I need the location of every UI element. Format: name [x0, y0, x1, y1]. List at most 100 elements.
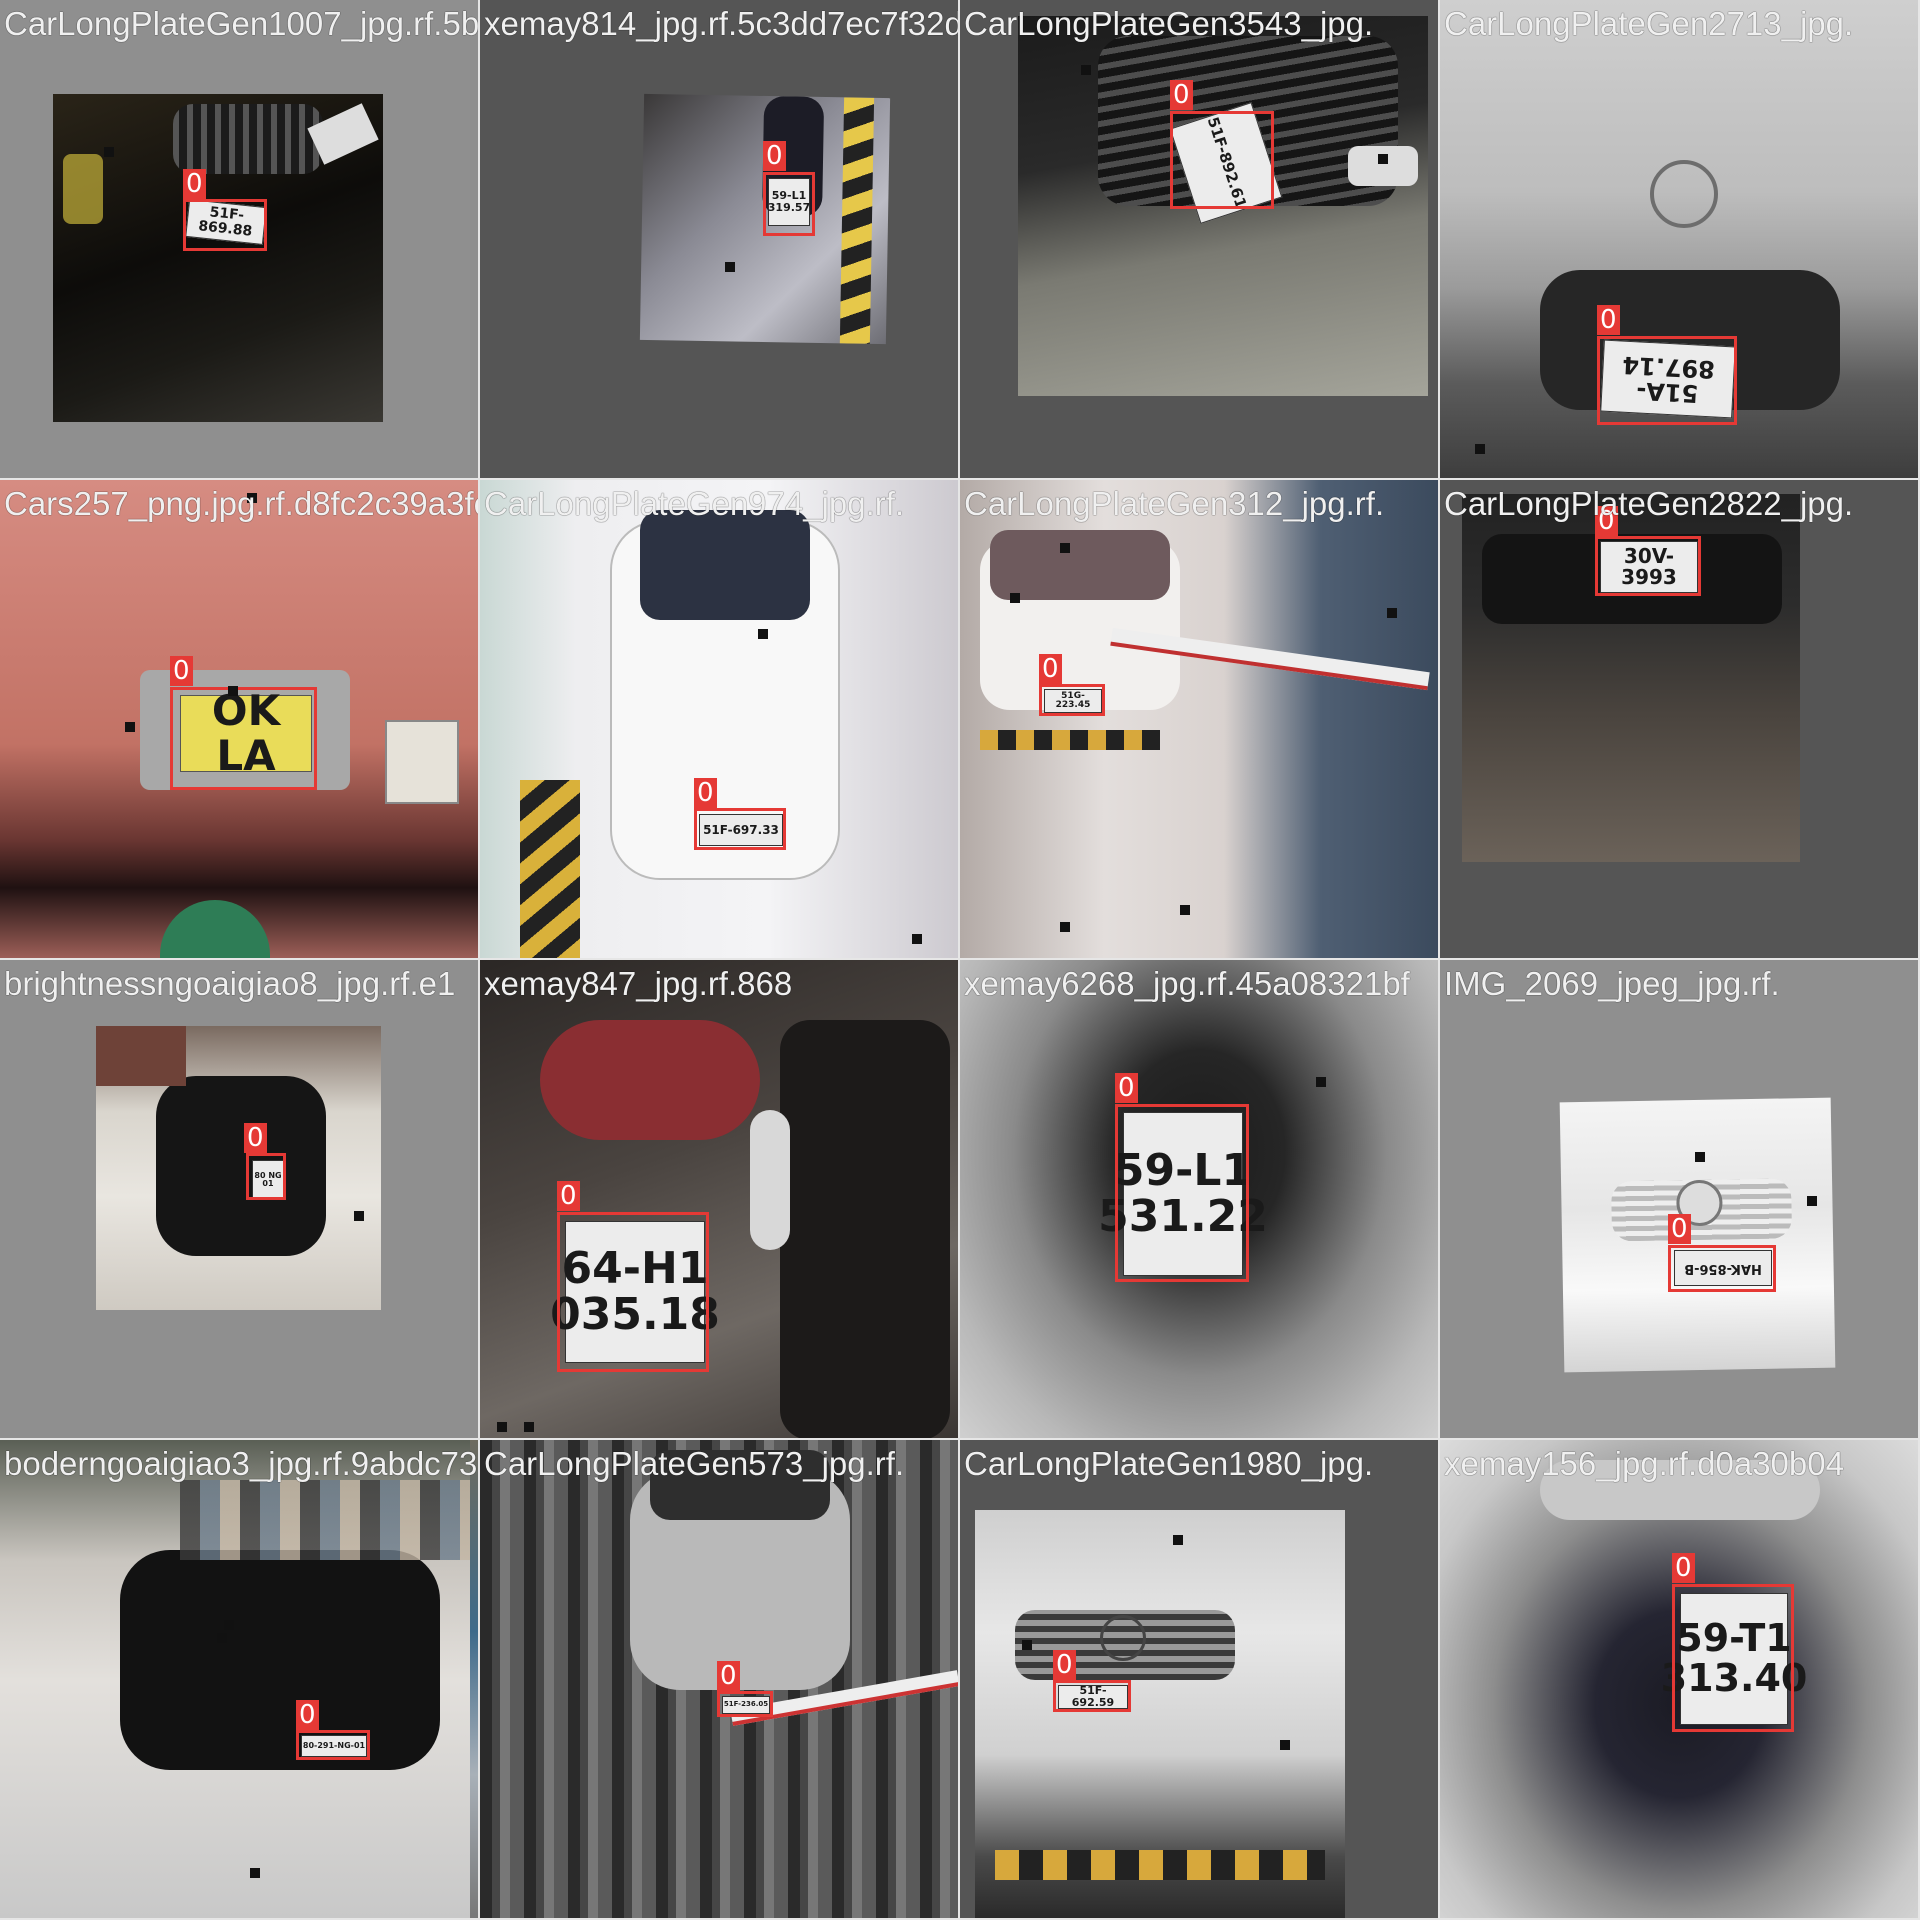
image-filename-caption: boderngoaigiao3_jpg.rf.9abdc73	[4, 1445, 478, 1482]
photo-car-white-garage	[480, 480, 958, 958]
photo-car-silver-stripes	[480, 1440, 958, 1918]
image-filename-caption: CarLongPlateGen3543_jpg.	[964, 5, 1374, 42]
image-filename-caption: brightnessngoaigiao8_jpg.rf.e1	[4, 965, 456, 1002]
class-label: 0	[1039, 654, 1062, 684]
image-filename-caption: xemay156_jpg.rf.d0a30b04	[1444, 1445, 1844, 1482]
noise-speck	[224, 1620, 234, 1630]
tile-4[interactable]: OK LA 0 Cars257_png.jpg.rf.d8fc2c39a3fe5	[0, 480, 480, 960]
tile-1[interactable]: 59-L1 319.57 59-L1 319.57 59-L1 319.57 0…	[480, 0, 960, 480]
image-filename-caption: CarLongPlateGen2713_jpg.	[1444, 5, 1854, 42]
detection-box	[246, 1153, 286, 1200]
noise-speck	[1173, 1535, 1183, 1545]
license-plate: 51F-692.59	[1058, 1685, 1128, 1709]
noise-speck	[125, 722, 135, 732]
detection-box	[763, 172, 815, 236]
noise-speck	[1695, 1152, 1705, 1162]
noise-speck	[1060, 922, 1070, 932]
noise-speck	[912, 934, 922, 944]
class-label: 0	[170, 656, 193, 686]
detection-box	[1053, 1680, 1131, 1712]
image-filename-caption: CarLongPlateGen573_jpg.rf.	[484, 1445, 905, 1482]
license-plate: 59-T1 313.40	[1661, 1593, 1807, 1725]
tile-7[interactable]: 30V-3993 0 CarLongPlateGen2822_jpg.	[1440, 480, 1920, 960]
image-filename-caption: CarLongPlateGen312_jpg.rf.	[964, 485, 1385, 522]
tile-13[interactable]: 51F-236.05 0 CarLongPlateGen573_jpg.rf.	[480, 1440, 960, 1920]
noise-speck	[250, 1868, 260, 1878]
class-label: 0	[1672, 1553, 1695, 1583]
tile-2[interactable]: 51F-892.61 0 CarLongPlateGen3543_jpg.	[960, 0, 1440, 480]
class-label: 0	[763, 141, 786, 171]
license-plate: 59-L1 531.22	[1098, 1112, 1268, 1276]
class-label: 0	[1668, 1214, 1691, 1244]
noise-speck	[1475, 444, 1485, 454]
image-filename-caption: CarLongPlateGen974_jpg.rf.	[484, 485, 905, 522]
class-label: 0	[1595, 506, 1618, 536]
class-label: 0	[244, 1123, 267, 1153]
noise-speck	[1316, 1077, 1326, 1087]
class-label: 0	[717, 1661, 740, 1691]
tile-12[interactable]: 80-291-NG-01 0 boderngoaigiao3_jpg.rf.9a…	[0, 1440, 480, 1920]
class-label: 0	[1597, 305, 1620, 335]
photo-car-front-dark-crop	[1462, 494, 1800, 862]
detection-box	[557, 1212, 709, 1372]
license-plate: 64-H1 035.18	[550, 1221, 720, 1363]
noise-speck	[524, 1422, 534, 1432]
tile-8[interactable]: 80 NG 01 0 brightnessngoaigiao8_jpg.rf.e…	[0, 960, 480, 1440]
image-filename-caption: xemay847_jpg.rf.868	[484, 965, 793, 1002]
tile-3[interactable]: 51A-897.14 0 CarLongPlateGen2713_jpg.	[1440, 0, 1920, 480]
class-label: 0	[1115, 1073, 1138, 1103]
noise-speck	[217, 1633, 227, 1643]
detection-box	[296, 1730, 370, 1760]
image-filename-caption: xemay6268_jpg.rf.45a08321bf	[964, 965, 1410, 1002]
noise-speck	[228, 686, 238, 696]
tile-15[interactable]: 59-T1 313.40 0 xemay156_jpg.rf.d0a30b04	[1440, 1440, 1920, 1920]
tile-11[interactable]: HAK-856-B 0 IMG_2069_jpeg_jpg.rf.	[1440, 960, 1920, 1440]
noise-speck	[1280, 1740, 1290, 1750]
photo-car-barrier	[960, 480, 1438, 958]
detection-box	[717, 1691, 773, 1717]
image-filename-caption: CarLongPlateGen1007_jpg.rf.5bad812d06570…	[4, 5, 480, 42]
photo-car-street-black	[96, 1026, 381, 1310]
noise-speck	[1378, 154, 1388, 164]
detection-box	[1595, 536, 1701, 596]
detection-box	[1672, 1584, 1794, 1732]
photo-car-white-mercedes	[975, 1510, 1345, 1918]
noise-speck	[104, 147, 114, 157]
class-label: 0	[557, 1181, 580, 1211]
license-plate: 30V-3993	[1600, 541, 1698, 593]
image-filename-caption: CarLongPlateGen1980_jpg.	[964, 1445, 1374, 1482]
detection-box	[1039, 684, 1105, 716]
license-plate: 51G-223.45	[1044, 689, 1102, 713]
noise-speck	[1010, 593, 1020, 603]
tile-14[interactable]: 51F-692.59 0 CarLongPlateGen1980_jpg.	[960, 1440, 1440, 1920]
tile-0[interactable]: 51F-869.88 0 CarLongPlateGen1007_jpg.rf.…	[0, 0, 480, 480]
license-plate-visible: 59-L1 319.57	[768, 178, 810, 226]
noise-speck	[1387, 608, 1397, 618]
class-label: 0	[183, 169, 206, 199]
noise-speck	[758, 629, 768, 639]
license-plate: 51F-697.33	[699, 814, 783, 846]
photo-car-front-dark	[53, 94, 383, 422]
image-filename-caption: Cars257_png.jpg.rf.d8fc2c39a3fe5	[4, 485, 480, 522]
tile-6[interactable]: 51G-223.45 0 CarLongPlateGen312_jpg.rf.	[960, 480, 1440, 960]
class-label: 0	[694, 778, 717, 808]
noise-speck	[725, 262, 735, 272]
detection-box	[1668, 1245, 1776, 1292]
detection-box	[1170, 111, 1274, 209]
noise-speck	[1180, 905, 1190, 915]
noise-speck	[247, 493, 257, 503]
class-label: 0	[296, 1700, 319, 1730]
tile-10[interactable]: 59-L1 531.22 0 xemay6268_jpg.rf.45a08321…	[960, 960, 1440, 1440]
noise-speck	[1022, 1640, 1032, 1650]
photo-motorbike-street	[1440, 1440, 1918, 1918]
photo-motorbike-rear	[480, 960, 958, 1438]
image-filename-caption: xemay814_jpg.rf.5c3dd7ec7f32dd6	[484, 5, 960, 42]
tile-5[interactable]: 51F-697.33 0 CarLongPlateGen974_jpg.rf.	[480, 480, 960, 960]
noise-speck	[1081, 65, 1091, 75]
photo-car-front-silver	[1440, 0, 1918, 478]
noise-speck	[497, 1422, 507, 1432]
license-plate: 80-291-NG-01	[301, 1735, 367, 1757]
detection-box	[694, 808, 786, 850]
tile-9[interactable]: 64-H1 035.18 0 xemay847_jpg.rf.868	[480, 960, 960, 1440]
